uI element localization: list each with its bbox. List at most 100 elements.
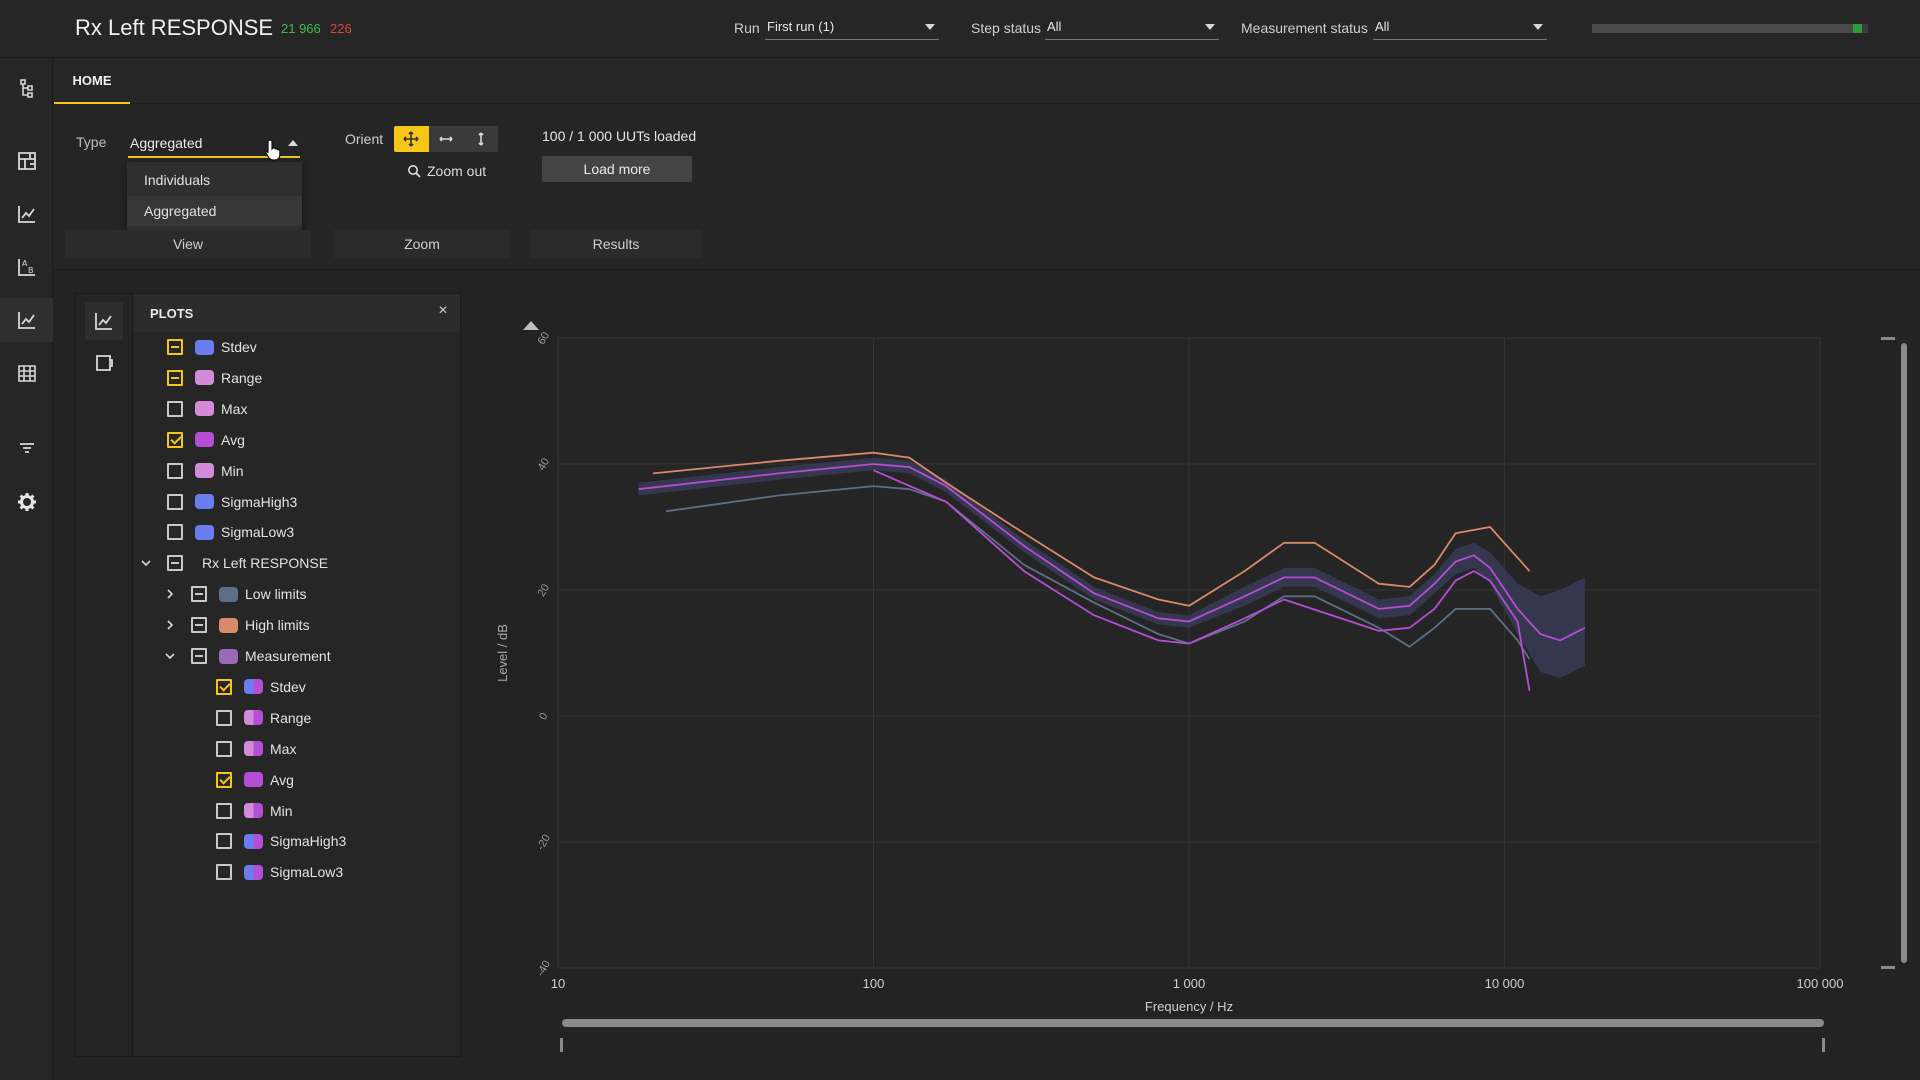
checkbox[interactable] xyxy=(167,369,183,386)
tree-item[interactable]: Min xyxy=(167,458,244,484)
uuts-loaded-text: 100 / 1 000 UUTs loaded xyxy=(542,128,697,144)
checkbox[interactable] xyxy=(216,771,232,788)
panel-icon-strip xyxy=(76,294,133,1056)
tree-item-label: Avg xyxy=(221,431,245,448)
tree-item[interactable]: Stdev xyxy=(216,674,306,700)
orient-toggle-group xyxy=(394,126,498,152)
checkbox[interactable] xyxy=(167,339,183,355)
pass-count: 21 966 xyxy=(281,21,321,36)
range-handle-top xyxy=(1881,337,1895,340)
tree-item[interactable]: SigmaLow3 xyxy=(216,859,343,885)
measurement-status-label: Measurement status xyxy=(1241,20,1368,36)
series-line-avg xyxy=(638,463,1586,642)
x-tick-label: 10 000 xyxy=(1485,976,1525,991)
orient-both-button[interactable] xyxy=(394,126,429,152)
run-select[interactable]: First run (1) xyxy=(765,16,939,40)
tree-item[interactable]: Min xyxy=(216,798,293,824)
tree-item[interactable]: Max xyxy=(216,736,296,762)
hand-cursor-icon xyxy=(265,139,281,161)
tree-item[interactable]: Measurement xyxy=(163,643,331,669)
tree-item[interactable]: Avg xyxy=(167,427,245,453)
checkbox[interactable] xyxy=(167,493,183,510)
close-icon[interactable]: × xyxy=(438,302,448,319)
checkbox[interactable] xyxy=(191,586,207,603)
tree-item[interactable]: Range xyxy=(216,705,311,731)
layers-tab-icon[interactable] xyxy=(85,344,123,382)
table-icon[interactable] xyxy=(0,351,53,395)
color-swatch xyxy=(195,339,214,355)
y-tick-label: 0 xyxy=(537,711,550,722)
tree-item[interactable]: Range xyxy=(167,365,262,391)
frequency-response-chart[interactable]: 10 100 1 000 10 000 100 0006040200-20-40Freq… xyxy=(485,293,1920,1080)
color-swatch xyxy=(195,370,214,386)
chevron-right-icon[interactable] xyxy=(163,618,177,632)
app-title: Rx Left RESPONSE xyxy=(75,15,274,40)
group-label-results: Results xyxy=(530,230,702,258)
line-chart-icon[interactable] xyxy=(0,192,53,236)
measurement-status-select[interactable]: All xyxy=(1373,16,1547,40)
tree-item[interactable]: Rx Left RESPONSE xyxy=(139,550,328,576)
tree-item[interactable]: Max xyxy=(167,396,247,422)
settings-icon[interactable] xyxy=(0,480,53,524)
tree-item-label: High limits xyxy=(245,617,310,634)
series-line-high-limit xyxy=(652,451,1531,607)
step-status-label: Step status xyxy=(971,20,1042,36)
checkbox[interactable] xyxy=(167,462,183,479)
checkbox[interactable] xyxy=(167,555,183,572)
checkbox[interactable] xyxy=(216,740,232,757)
checkbox[interactable] xyxy=(216,864,232,881)
color-swatch xyxy=(195,494,214,509)
color-swatch xyxy=(195,463,214,479)
checkbox[interactable] xyxy=(216,833,232,850)
x-tick-label: 100 xyxy=(863,976,885,991)
orient-vertical-button[interactable] xyxy=(463,126,498,152)
tree-item-label: Low limits xyxy=(245,586,307,603)
tree-item[interactable]: High limits xyxy=(163,612,310,638)
checkbox[interactable] xyxy=(167,400,183,417)
tree-item[interactable]: SigmaHigh3 xyxy=(216,828,346,854)
plots-tab-icon[interactable] xyxy=(85,302,123,340)
tab-home[interactable]: HOME xyxy=(54,58,130,104)
hierarchy-icon[interactable] xyxy=(0,66,53,110)
tree-item-label: Stdev xyxy=(270,678,306,695)
menu-item-aggregated[interactable]: Aggregated xyxy=(127,196,302,226)
toolbar-ribbon: Type Aggregated Individuals Aggregated O… xyxy=(53,104,1920,270)
filter-icon[interactable] xyxy=(0,426,53,470)
checkbox[interactable] xyxy=(216,802,232,819)
type-label: Type xyxy=(76,134,107,150)
chevron-down-icon xyxy=(925,24,935,30)
checkbox[interactable] xyxy=(167,524,183,541)
color-swatch xyxy=(219,586,238,602)
zoom-out-button[interactable]: Zoom out xyxy=(407,163,486,179)
step-status-select[interactable]: All xyxy=(1045,16,1219,40)
tree-item[interactable]: SigmaHigh3 xyxy=(167,489,297,515)
menu-item-individuals[interactable]: Individuals xyxy=(144,172,211,188)
checkbox[interactable] xyxy=(191,617,207,634)
orient-horizontal-button[interactable] xyxy=(429,126,464,152)
panel-title: PLOTS xyxy=(150,306,194,321)
checkbox[interactable] xyxy=(167,431,183,448)
horizontal-arrows-icon xyxy=(439,136,453,142)
tree-item[interactable]: Stdev xyxy=(167,334,257,360)
orient-label: Orient xyxy=(345,131,384,147)
checkbox[interactable] xyxy=(216,709,232,726)
tree-item[interactable]: Avg xyxy=(216,767,294,793)
tree-item[interactable]: Low limits xyxy=(163,581,306,607)
chevron-right-icon[interactable] xyxy=(163,587,177,601)
chevron-down-icon[interactable] xyxy=(163,649,177,663)
dashboard-icon[interactable] xyxy=(0,139,53,183)
tree-item[interactable]: SigmaLow3 xyxy=(167,519,294,545)
x-axis-title: Frequency / Hz xyxy=(1145,999,1233,1014)
checkbox[interactable] xyxy=(216,678,232,695)
chevron-down-icon xyxy=(1205,24,1215,30)
chevron-down-icon[interactable] xyxy=(139,556,153,570)
color-swatch xyxy=(219,648,238,664)
load-more-button[interactable]: Load more xyxy=(542,156,692,182)
x-tick-label: 100 000 xyxy=(1797,976,1844,991)
type-select[interactable]: Aggregated xyxy=(128,132,300,158)
line-chart-active-icon[interactable] xyxy=(0,298,53,342)
tree-item-label: Range xyxy=(270,709,312,726)
checkbox[interactable] xyxy=(191,648,207,664)
